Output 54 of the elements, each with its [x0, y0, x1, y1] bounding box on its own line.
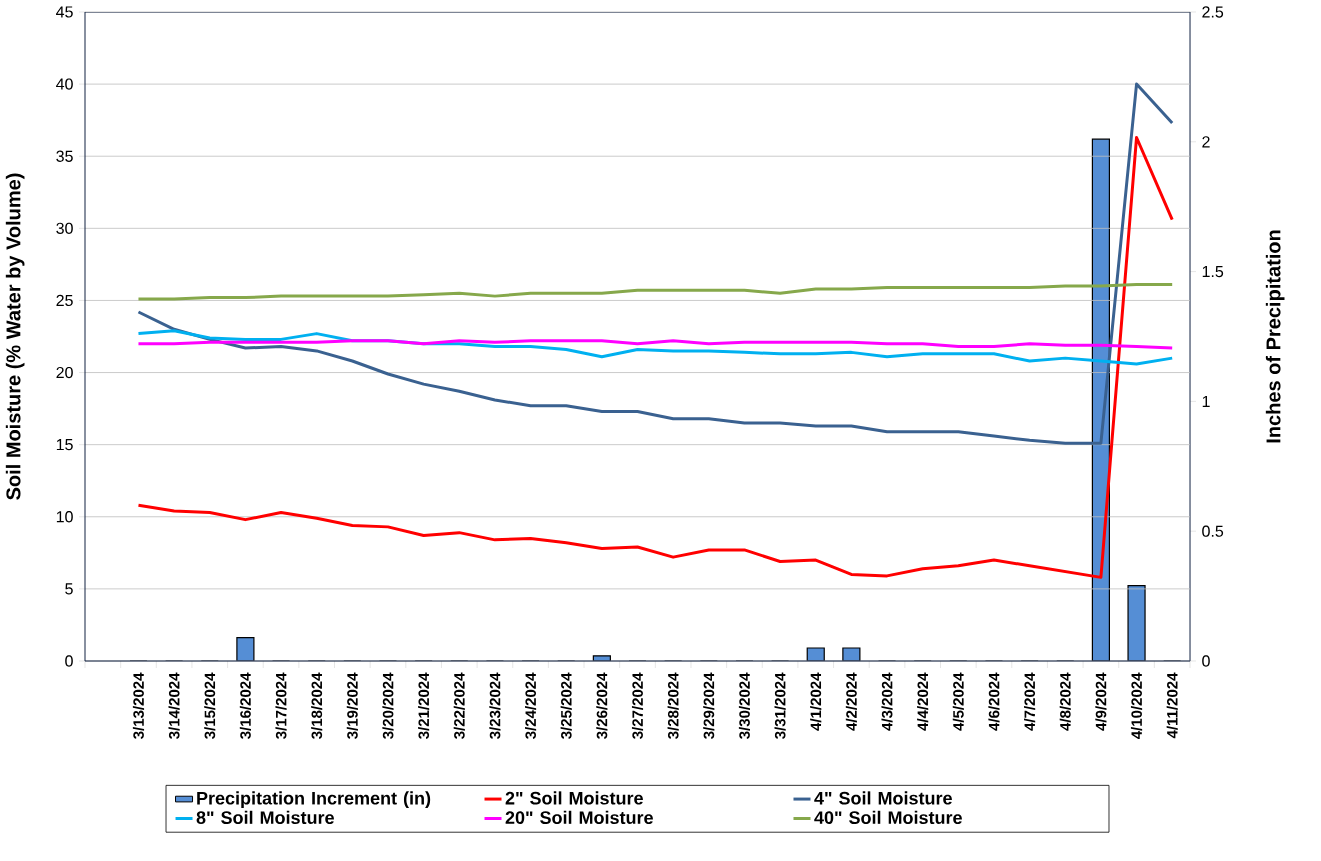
x-tick-label: 3/13/2024 — [132, 672, 145, 739]
x-tick-label: 3/27/2024 — [631, 672, 644, 739]
y2-tick-label: 1 — [1202, 395, 1210, 407]
x-tick-label: 4/9/2024 — [1095, 672, 1107, 731]
x-tick-label: 3/15/2024 — [204, 672, 216, 739]
x-tick-label: 3/20/2024 — [382, 672, 394, 739]
legend-label: 4" Soil Moisture — [814, 791, 952, 805]
legend-label: 40" Soil Moisture — [814, 810, 962, 824]
x-tick-label: 3/17/2024 — [275, 672, 287, 739]
legend-label: 2" Soil Moisture — [505, 791, 643, 805]
y-tick-label: 35 — [56, 150, 73, 162]
x-tick-label: 4/11/2024 — [1166, 672, 1178, 739]
y-tick-label: 30 — [56, 222, 73, 234]
y-tick-label: 25 — [56, 294, 73, 307]
legend-label: Precipitation Increment (in) — [197, 791, 431, 809]
y-tick-label: 20 — [56, 366, 73, 379]
y2-axis-title: Inches of Precipitation — [1265, 230, 1285, 443]
y2-tick-label: 2.5 — [1202, 6, 1224, 18]
x-tick-label: 4/5/2024 — [952, 672, 964, 731]
x-tick-label: 4/7/2024 — [1024, 672, 1036, 731]
x-tick-label: 4/1/2024 — [810, 672, 822, 731]
x-tick-label: 3/25/2024 — [560, 672, 572, 739]
y-tick-label: 15 — [56, 439, 73, 451]
y-tick-label: 40 — [56, 78, 73, 90]
x-tick-label: 3/30/2024 — [738, 672, 751, 739]
x-tick-label: 3/23/2024 — [489, 672, 501, 739]
x-tick-label: 3/31/2024 — [774, 672, 786, 739]
x-tick-label: 3/26/2024 — [596, 672, 608, 739]
y-tick-label: 10 — [56, 511, 73, 523]
y-axis-title: Soil Moisture (% Water by Volume) — [5, 173, 25, 500]
x-tick-label: 4/6/2024 — [988, 672, 1000, 731]
x-tick-label: 3/19/2024 — [346, 672, 358, 739]
x-tick-label: 3/28/2024 — [667, 672, 679, 739]
y-tick-label: 0 — [65, 655, 73, 667]
x-tick-label: 4/3/2024 — [881, 672, 893, 731]
legend-label: 20" Soil Moisture — [505, 810, 653, 824]
y2-tick-label: 1.5 — [1202, 266, 1224, 278]
x-tick-label: 3/24/2024 — [524, 672, 537, 739]
y-tick-label: 5 — [65, 583, 73, 595]
y-tick-label: 45 — [56, 6, 73, 18]
x-tick-label: 4/2/2024 — [845, 672, 857, 731]
x-tick-label: 3/29/2024 — [703, 672, 715, 739]
x-tick-label: 3/14/2024 — [168, 672, 180, 739]
x-tick-label: 3/16/2024 — [239, 672, 251, 739]
x-tick-label: 3/22/2024 — [453, 672, 465, 739]
y2-tick-label: 0 — [1202, 655, 1210, 667]
x-tick-label: 4/10/2024 — [1130, 672, 1143, 740]
x-tick-label: 4/4/2024 — [917, 672, 929, 731]
x-tick-label: 3/18/2024 — [311, 672, 323, 739]
legend-label: 8" Soil Moisture — [196, 810, 334, 824]
x-tick-label: 4/8/2024 — [1059, 672, 1071, 731]
x-tick-label: 3/21/2024 — [418, 672, 430, 739]
y2-tick-label: 2 — [1202, 136, 1210, 148]
y2-tick-label: 0.5 — [1202, 525, 1224, 537]
